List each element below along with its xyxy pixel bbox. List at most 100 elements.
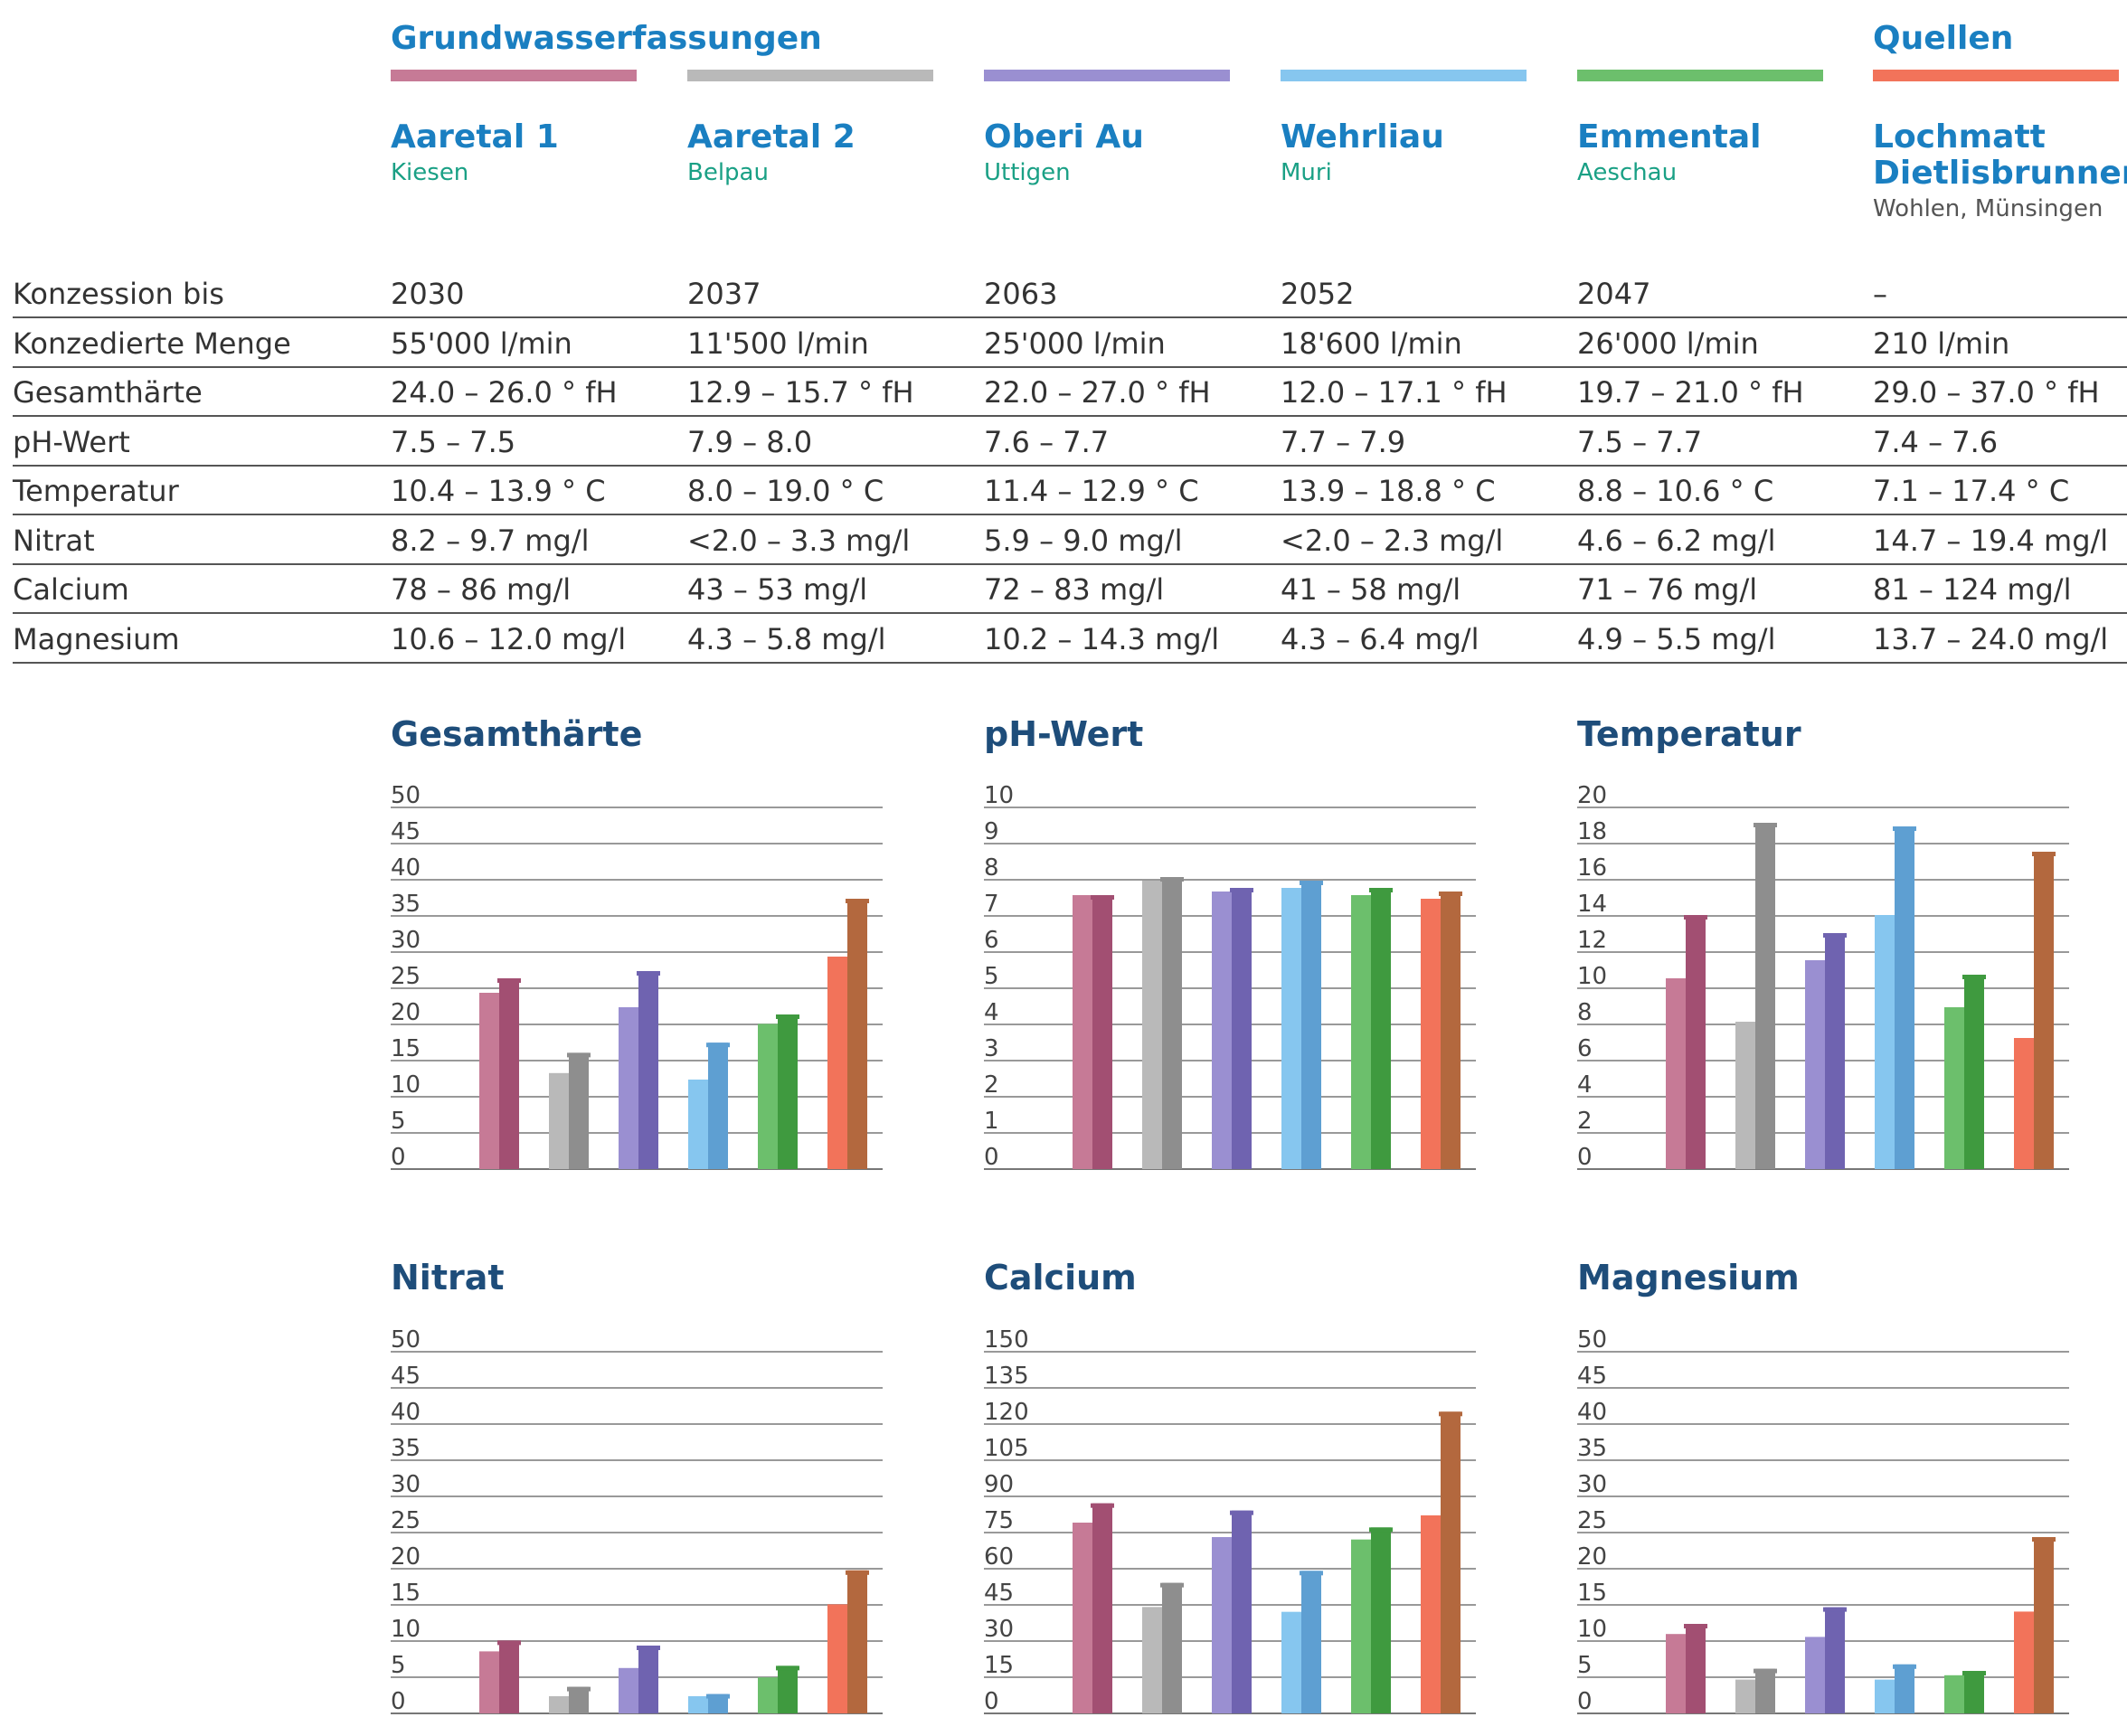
table-cell: 10.6 – 12.0 mg/l — [391, 621, 627, 656]
source-location: Aeschau — [1577, 159, 1678, 186]
source-name: Lochmatt — [1873, 118, 2046, 156]
bar-min — [1212, 1537, 1232, 1713]
table-cell: 43 – 53 mg/l — [687, 572, 868, 607]
table-cell: 2030 — [391, 277, 465, 311]
table-cell: 7.1 – 17.4 ° C — [1873, 474, 2070, 508]
y-tick-label: 5 — [984, 963, 999, 990]
color-band-aaretal2 — [687, 70, 933, 81]
y-tick-label: 15 — [391, 1035, 421, 1062]
chart-temperatur: 0 2 4 6 8 10 12 14 16 18 20 — [1577, 782, 2069, 1171]
y-tick-label: 6 — [984, 927, 999, 954]
source-name: Emmental — [1577, 118, 1762, 156]
bar-min — [1421, 1515, 1441, 1713]
bar-min — [758, 1024, 778, 1169]
color-band-emmental — [1577, 70, 1823, 81]
source-name: Oberi Au — [984, 118, 1144, 156]
y-tick-label: 45 — [984, 1580, 1014, 1607]
table-cell: 14.7 – 19.4 mg/l — [1873, 523, 2109, 558]
bar-max — [1755, 1668, 1775, 1713]
bar-max — [1301, 1571, 1321, 1713]
source-header: Emmental Aeschau — [1577, 118, 1848, 187]
y-tick-label: 135 — [984, 1363, 1029, 1390]
y-tick-label: 18 — [1577, 818, 1607, 845]
y-tick-label: 50 — [391, 782, 421, 809]
y-tick-label: 12 — [1577, 927, 1607, 954]
y-tick-label: 6 — [1577, 1035, 1593, 1062]
bar-max-cap — [1684, 915, 1707, 920]
source-name: Aaretal 2 — [687, 118, 856, 156]
bar-min — [1875, 915, 1895, 1169]
y-tick-label: 4 — [1577, 1071, 1593, 1099]
bar-max-cap — [1754, 1668, 1777, 1674]
table-cell: 19.7 – 21.0 ° fH — [1577, 375, 1804, 410]
color-band-lochmatt — [1873, 70, 2119, 81]
bar-max — [1092, 895, 1112, 1169]
bar-min — [2014, 1038, 2034, 1169]
y-tick-label: 8 — [1577, 999, 1593, 1026]
table-cell: 2063 — [984, 277, 1058, 311]
bar-min — [688, 1080, 708, 1169]
table-cell: 10.4 – 13.9 ° C — [391, 474, 606, 508]
bar-max — [1686, 1624, 1706, 1713]
bar-min — [1281, 1611, 1301, 1713]
bar-max — [1755, 823, 1775, 1169]
source-header: Lochmatt Dietlisbrunnen Wohlen, Münsinge… — [1873, 118, 2127, 223]
bar-max-cap — [1823, 1607, 1847, 1612]
bar-max — [1441, 892, 1461, 1169]
bar-min — [1281, 888, 1301, 1169]
group-title-springs: Quellen — [1873, 20, 2014, 57]
bar-max-cap — [1439, 892, 1462, 896]
bar-min — [1351, 895, 1371, 1169]
y-tick-label: 15 — [391, 1580, 421, 1607]
y-tick-label: 60 — [984, 1543, 1014, 1571]
chart-title: Magnesium — [1577, 1258, 1800, 1297]
y-tick-label: 150 — [984, 1326, 1029, 1354]
bar-min — [549, 1072, 569, 1169]
table-cell: 8.2 – 9.7 mg/l — [391, 523, 590, 558]
bar-min — [619, 1667, 638, 1713]
bar-max — [2034, 852, 2054, 1169]
y-tick-label: 10 — [984, 782, 1014, 809]
table-cell: 12.9 – 15.7 ° fH — [687, 375, 914, 410]
source-location: Belpau — [687, 159, 769, 186]
source-location: Kiesen — [391, 159, 469, 186]
chart-magnesium: 0 5 10 15 20 25 30 35 40 45 50 — [1577, 1326, 2069, 1715]
source-location: Uttigen — [984, 159, 1071, 186]
y-tick-label: 35 — [391, 891, 421, 918]
bar-max-cap — [1369, 888, 1393, 892]
bar-max — [499, 1640, 519, 1713]
bar-max — [847, 899, 867, 1169]
bar-min — [479, 1651, 499, 1713]
y-tick-label: 16 — [1577, 854, 1607, 882]
table-cell: 71 – 76 mg/l — [1577, 572, 1758, 607]
y-tick-label: 30 — [391, 1471, 421, 1498]
table-cell: 7.9 – 8.0 — [687, 424, 813, 459]
table-cell: 11'500 l/min — [687, 326, 869, 361]
bar-max — [1825, 933, 1845, 1169]
source-name: Aaretal 1 — [391, 118, 559, 156]
bar-min — [1142, 881, 1162, 1169]
y-tick-label: 105 — [984, 1435, 1029, 1462]
table-cell: 7.6 – 7.7 — [984, 424, 1110, 459]
table-cell: 78 – 86 mg/l — [391, 572, 572, 607]
bar-max — [847, 1570, 867, 1713]
y-tick-label: 10 — [391, 1071, 421, 1099]
table-row: Calcium 78 – 86 mg/l 43 – 53 mg/l 72 – 83 m… — [13, 563, 2127, 614]
source-location: Muri — [1281, 159, 1332, 186]
bar-max-cap — [1439, 1411, 1462, 1417]
table-cell: 7.7 – 7.9 — [1281, 424, 1406, 459]
bar-max-cap — [1962, 975, 1986, 979]
table-cell: 22.0 – 27.0 ° fH — [984, 375, 1211, 410]
y-tick-label: 2 — [984, 1071, 999, 1099]
bar-max — [1092, 1503, 1112, 1713]
bar-max — [1232, 888, 1252, 1169]
table-cell: 7.5 – 7.5 — [391, 424, 516, 459]
y-tick-label: 30 — [1577, 1471, 1607, 1498]
bar-max — [778, 1665, 798, 1713]
y-tick-label: 5 — [391, 1108, 406, 1135]
y-tick-label: 45 — [391, 818, 421, 845]
y-tick-label: 40 — [391, 1399, 421, 1426]
bar-max — [1371, 1527, 1391, 1713]
table-cell: 81 – 124 mg/l — [1873, 572, 2072, 607]
source-header: Aaretal 2 Belpau — [687, 118, 959, 187]
